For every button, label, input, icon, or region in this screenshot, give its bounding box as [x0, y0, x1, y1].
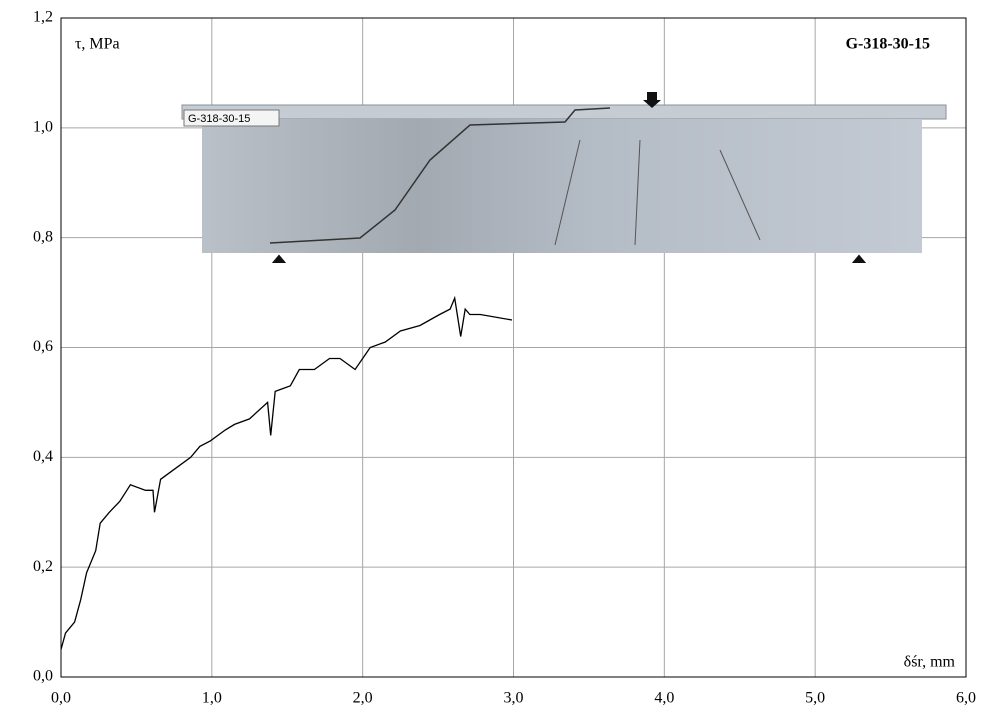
- y-tick-label: 0,8: [33, 228, 53, 245]
- photo-label: G-318-30-15: [188, 113, 250, 125]
- plot-frame: [60, 17, 967, 678]
- chart-title: G-318-30-15: [846, 36, 930, 53]
- x-tick-label: 0,0: [51, 690, 71, 707]
- beam-web: [202, 119, 922, 253]
- load-arrow: [643, 92, 661, 108]
- y-tick-label: 0,4: [33, 448, 53, 465]
- x-tick-label: 5,0: [805, 690, 825, 707]
- x-tick-label: 4,0: [654, 690, 674, 707]
- x-tick-label: 3,0: [504, 690, 524, 707]
- support-arrow: [271, 254, 867, 263]
- x-tick-label: 1,0: [202, 690, 222, 707]
- y-tick-label: 1,0: [33, 119, 53, 136]
- y-tick-label: 1,2: [33, 9, 53, 26]
- y-tick-label: 0,0: [33, 668, 53, 685]
- crack: [554, 139, 761, 246]
- x-axis-label: δśr, mm: [904, 654, 956, 671]
- y-tick-label: 0,6: [33, 338, 53, 355]
- crack: [269, 107, 611, 244]
- x-tick-label: 6,0: [956, 690, 976, 707]
- y-tick-label: 0,2: [33, 558, 53, 575]
- x-tick-label: 2,0: [353, 690, 373, 707]
- data-line: [60, 295, 513, 650]
- specimen-photo: G-318-30-15: [181, 92, 947, 263]
- beam-flange: [181, 104, 947, 120]
- photo-label-box: [183, 109, 280, 127]
- y-axis-label: τ, MPa: [75, 36, 120, 53]
